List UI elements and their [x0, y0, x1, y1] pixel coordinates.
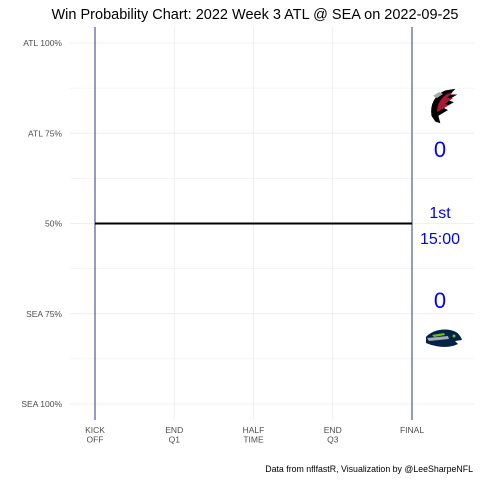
- chart-title: Win Probability Chart: 2022 Week 3 ATL @…: [52, 7, 459, 23]
- y-tick-label: SEA 75%: [26, 309, 62, 319]
- x-tick-label: END: [324, 425, 342, 435]
- quarter-label: 1st: [429, 205, 451, 222]
- x-tick-label: OFF: [87, 435, 104, 445]
- x-tick-label: TIME: [243, 435, 264, 445]
- game-clock: 15:00: [420, 231, 460, 248]
- falcons-logo-icon: [430, 87, 461, 125]
- x-tick-label: END: [165, 425, 183, 435]
- x-tick-label: Q3: [327, 435, 339, 445]
- home-score: 0: [434, 288, 446, 313]
- seahawks-logo-icon: [426, 329, 462, 347]
- y-tick-label: ATL 100%: [23, 38, 62, 48]
- y-tick-label: ATL 75%: [28, 128, 62, 138]
- y-tick-label: SEA 100%: [21, 399, 62, 409]
- x-tick-label: FINAL: [400, 425, 424, 435]
- x-tick-label: KICK: [85, 425, 105, 435]
- y-axis: ATL 100% ATL 75% 50% SEA 75% SEA 100%: [21, 38, 62, 409]
- y-tick-label: 50%: [45, 219, 62, 229]
- away-score: 0: [434, 137, 446, 162]
- x-tick-label: Q1: [169, 435, 181, 445]
- chart-caption: Data from nflfastR, Visualization by @Le…: [265, 464, 473, 474]
- x-tick-label: HALF: [243, 425, 265, 435]
